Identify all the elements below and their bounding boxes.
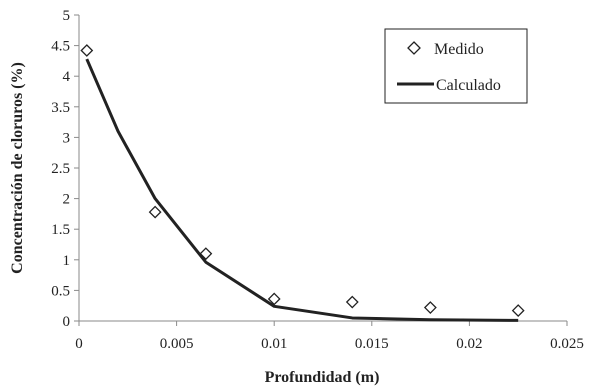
legend-item-medido: Medido [407, 41, 484, 58]
y-tick-label: 4 [63, 69, 71, 85]
x-tick-label: 0.025 [550, 336, 584, 352]
data-point-medido [511, 304, 525, 318]
x-tick-label: 0 [75, 336, 83, 352]
y-tick-label: 0.5 [51, 283, 70, 299]
legend-diamond-marker [407, 41, 421, 55]
y-tick-label: 0 [63, 314, 71, 330]
y-tick-label: 5 [63, 8, 71, 24]
axes: 0 0.5 1 1.5 2 2.5 3 3.5 4 4.5 5 0 0.005 0.01 0.015 0.0… [51, 8, 584, 352]
y-axis-title: Concentración de cloruros (%) [9, 62, 26, 274]
legend-label-medido: Medido [434, 41, 484, 58]
y-tick-label: 2 [63, 192, 71, 208]
data-point-medido [267, 292, 281, 306]
y-tick-label: 1.5 [51, 222, 70, 238]
y-tick-label: 3 [63, 130, 71, 146]
x-tick-label: 0.02 [456, 336, 482, 352]
data-point-medido [148, 205, 162, 219]
y-tick-label: 4.5 [51, 39, 70, 55]
data-point-medido [345, 295, 359, 309]
plot-area [80, 44, 525, 322]
legend-box [384, 28, 528, 104]
legend: Medido Calculado [384, 28, 528, 104]
y-ticks: 0 0.5 1 1.5 2 2.5 3 3.5 4 4.5 5 [51, 8, 79, 330]
x-tick-label: 0.005 [160, 336, 194, 352]
x-tick-label: 0.01 [261, 336, 287, 352]
y-tick-label: 2.5 [51, 161, 70, 177]
x-ticks: 0 0.005 0.01 0.015 0.02 0.025 [75, 321, 584, 352]
data-point-medido [423, 301, 437, 314]
data-point-medido [199, 247, 213, 261]
y-tick-label: 3.5 [51, 100, 70, 116]
legend-label-calculado: Calculado [436, 77, 501, 94]
y-tick-label: 1 [63, 253, 71, 269]
x-tick-label: 0.015 [355, 336, 389, 352]
x-axis-title: Profundidad (m) [265, 369, 380, 386]
data-point-medido [80, 44, 94, 57]
series-line-calculado [85, 58, 519, 322]
legend-item-calculado: Calculado [397, 77, 501, 94]
